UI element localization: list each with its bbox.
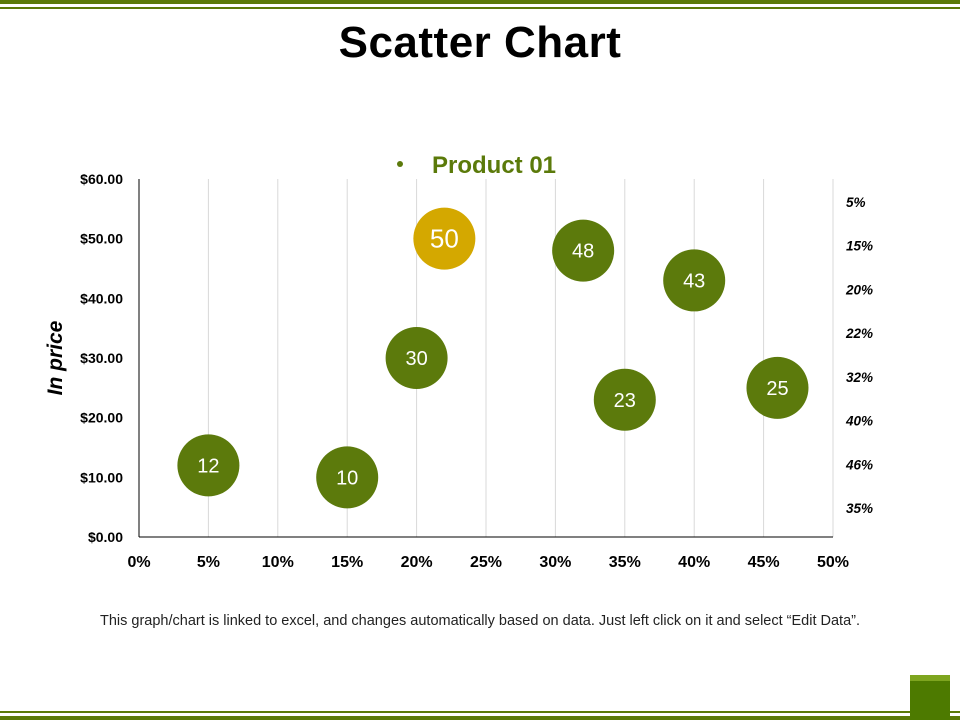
data-label: 43 [683,270,705,292]
bottom-accent-bar [0,716,960,720]
corner-decoration-highlight [910,675,950,681]
legend-entry: Product 01 [432,152,556,179]
x-tick-label: 0% [127,554,150,571]
right-axis-label: 5% [846,195,866,210]
x-tick-label: 30% [539,554,571,571]
top-accent-bar [0,0,960,4]
y-tick-label: $60.00 [80,171,123,187]
footer-note: This graph/chart is linked to excel, and… [99,613,861,629]
y-tick-label: $40.00 [80,290,123,306]
data-label: 25 [766,378,788,400]
right-axis-label: 40% [845,414,873,429]
y-tick-label: $10.00 [80,469,123,485]
page-title: Scatter Chart [338,18,622,67]
x-tick-label: 35% [609,554,641,571]
x-tick-label: 40% [678,554,710,571]
data-point [593,368,656,431]
data-point [413,207,476,270]
data-label: 50 [430,224,459,254]
corner-decoration [910,675,950,720]
right-axis-label: 32% [846,370,873,385]
x-tick-label: 20% [401,554,433,571]
data-point [316,446,379,509]
y-tick-label: $30.00 [80,350,123,366]
data-label: 10 [336,467,358,489]
data-point [177,434,240,497]
data-label: 48 [572,241,594,263]
right-axis-label: 46% [845,457,873,472]
data-label: 12 [197,455,219,477]
y-tick-label: $50.00 [80,231,123,247]
y-axis-label: In price [44,320,67,395]
x-tick-label: 25% [470,554,502,571]
right-axis-label: 35% [846,501,873,516]
x-tick-label: 45% [748,554,780,571]
data-label: 23 [614,390,636,412]
data-point [552,219,615,282]
data-point [385,327,448,389]
y-tick-label: $0.00 [88,529,123,545]
x-tick-label: 5% [197,554,220,571]
data-point [746,356,809,419]
y-tick-label: $20.00 [80,410,123,426]
right-axis-label: 15% [846,239,873,254]
data-label: 30 [405,348,427,370]
x-tick-label: 50% [817,554,849,571]
data-point [663,249,726,312]
bottom-accent-line [0,711,960,713]
legend-marker [397,161,403,167]
x-tick-label: 10% [262,554,294,571]
top-accent-line [0,7,960,9]
right-axis-label: 22% [845,326,873,341]
x-tick-label: 15% [331,554,363,571]
right-axis-label: 20% [845,282,873,297]
